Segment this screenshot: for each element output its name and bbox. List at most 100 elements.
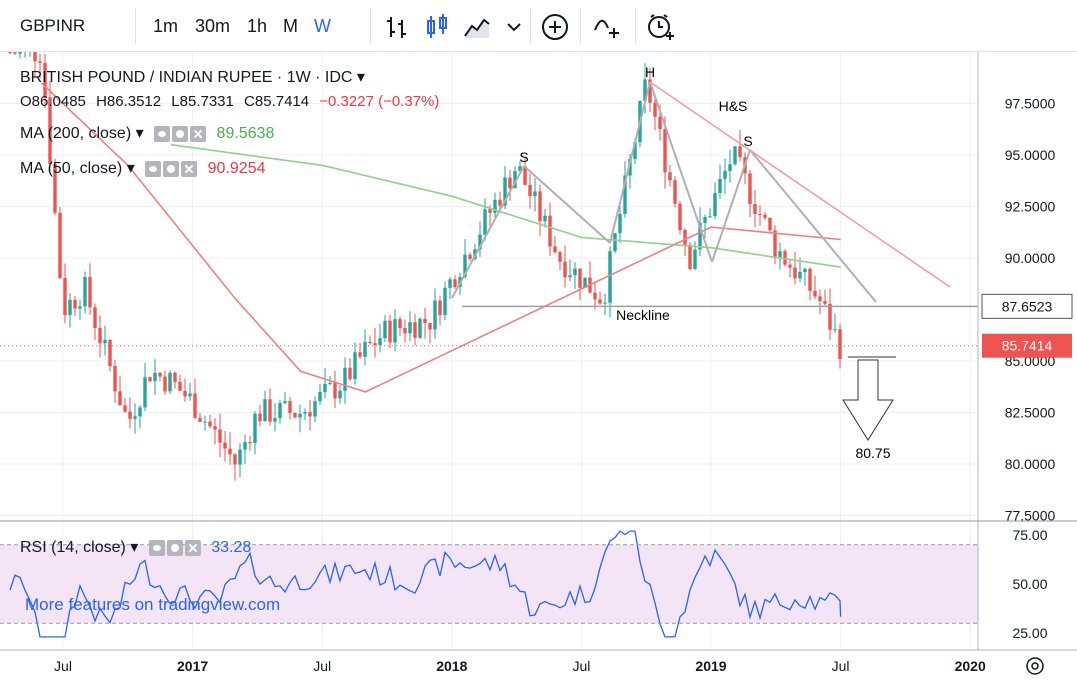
- candle-body: [463, 254, 467, 278]
- candle-body: [333, 382, 337, 399]
- candle-body: [558, 252, 562, 262]
- interval-month[interactable]: M: [283, 16, 298, 36]
- time-tick: 2019: [695, 658, 726, 674]
- candle-body: [538, 191, 542, 222]
- close-icon[interactable]: [184, 539, 201, 556]
- area-style-icon[interactable]: [462, 12, 492, 42]
- close-icon[interactable]: [181, 160, 198, 177]
- rsi-tick: 50.00: [1012, 576, 1047, 592]
- toolbar-divider: [635, 8, 636, 44]
- candle-body: [838, 329, 842, 359]
- candle-body: [233, 454, 237, 465]
- candle-body: [583, 277, 587, 288]
- right-shoulder-label: S: [743, 133, 752, 149]
- bar-style-icon[interactable]: [382, 12, 412, 42]
- rsi-legend: RSI (14, close) ▾ 33.28: [20, 537, 251, 557]
- candle-body: [733, 146, 737, 165]
- tradingview-promo-link[interactable]: More features on tradingview.com: [25, 595, 281, 614]
- candle-body: [548, 215, 552, 247]
- alert-icon[interactable]: [646, 12, 676, 42]
- price-chart[interactable]: 97.500095.000092.500090.000085.000082.50…: [0, 42, 1077, 681]
- annotations: H H&S S S Neckline 80.75: [519, 64, 890, 461]
- candle-body: [563, 261, 567, 278]
- candle-body: [78, 306, 82, 309]
- candle-body: [508, 177, 512, 189]
- rsi-label[interactable]: RSI (14, close): [20, 539, 126, 556]
- candle-body: [268, 399, 272, 422]
- candle-body: [193, 393, 197, 418]
- candle-body: [718, 178, 722, 194]
- eye-icon[interactable]: [148, 539, 165, 556]
- trend-line: [649, 81, 951, 288]
- toolbar-divider: [530, 8, 531, 44]
- pattern-line: [523, 165, 611, 244]
- candle-body: [443, 287, 447, 315]
- time-tick: 2017: [177, 658, 208, 674]
- interval-week[interactable]: W: [314, 16, 331, 36]
- interval-30m[interactable]: 30m: [195, 16, 231, 36]
- candle-body: [598, 299, 602, 304]
- candle-body: [623, 175, 627, 214]
- eye-icon[interactable]: [145, 160, 162, 177]
- chevron-down-icon[interactable]: ▾: [135, 125, 144, 142]
- close-icon[interactable]: [190, 125, 207, 142]
- candle-body: [603, 302, 607, 304]
- candle-body: [648, 79, 652, 103]
- neckline-price-label: 87.6523: [1002, 298, 1053, 314]
- candle-body: [128, 411, 132, 419]
- candle-body: [343, 367, 347, 391]
- candle-body: [168, 372, 172, 392]
- ma200-label[interactable]: MA (200, close): [20, 125, 132, 142]
- candle-body: [438, 300, 442, 315]
- symbol-title[interactable]: BRITISH POUND / INDIAN RUPEE · 1W · IDC: [20, 69, 353, 86]
- ma200-legend: MA (200, close) ▾ 89.5638: [20, 123, 274, 143]
- chevron-down-icon[interactable]: ▾: [126, 160, 135, 177]
- chart-area[interactable]: 97.5000 95.0000 92.5000 90.0000 85.0000 82.50…: [0, 42, 1077, 681]
- candle-body: [748, 173, 752, 204]
- candle-style-icon[interactable]: [422, 12, 452, 42]
- price-tick: 97.5000: [1005, 96, 1056, 112]
- chevron-down-icon[interactable]: ▾: [356, 69, 365, 86]
- gear-icon[interactable]: [166, 539, 183, 556]
- candle-body: [798, 272, 802, 279]
- candle-body: [428, 322, 432, 330]
- candle-body: [778, 251, 782, 257]
- interval-1h[interactable]: 1h: [247, 16, 268, 36]
- candle-body: [628, 158, 632, 176]
- candle-body: [708, 216, 712, 218]
- indicator-buttons: [145, 160, 199, 178]
- indicator-buttons: [154, 125, 208, 143]
- interval-1m[interactable]: 1m: [153, 16, 179, 36]
- time-tick: Jul: [54, 658, 72, 674]
- ma50-label[interactable]: MA (50, close): [20, 160, 123, 177]
- candle-body: [793, 267, 797, 279]
- candle-body: [228, 448, 232, 455]
- low-value: L85.7331: [171, 93, 234, 110]
- gear-icon[interactable]: [172, 125, 189, 142]
- candle-body: [293, 412, 297, 418]
- gear-icon[interactable]: [163, 160, 180, 177]
- pattern-line: [749, 149, 877, 303]
- symbol-search[interactable]: GBPINR: [20, 16, 86, 35]
- candle-body: [808, 268, 812, 291]
- settings-gear-icon[interactable]: [1026, 657, 1044, 675]
- compare-icon[interactable]: [592, 12, 622, 42]
- candle-body: [523, 166, 527, 185]
- candle-body: [368, 341, 372, 344]
- candle-body: [738, 146, 742, 158]
- toolbar-divider: [135, 8, 136, 44]
- candle-body: [223, 442, 227, 449]
- candle-body: [788, 264, 792, 268]
- candle-body: [353, 352, 357, 380]
- candle-body: [388, 320, 392, 343]
- pattern-line: [451, 165, 525, 299]
- candle-body: [323, 383, 327, 392]
- chevron-down-icon[interactable]: ▾: [130, 539, 139, 556]
- candle-body: [358, 352, 362, 357]
- candle-body: [498, 199, 502, 206]
- add-indicator-icon[interactable]: [540, 12, 570, 42]
- eye-icon[interactable]: [154, 125, 171, 142]
- chevron-down-icon[interactable]: [502, 12, 526, 42]
- candle-body: [658, 116, 662, 130]
- candle-body: [303, 412, 307, 414]
